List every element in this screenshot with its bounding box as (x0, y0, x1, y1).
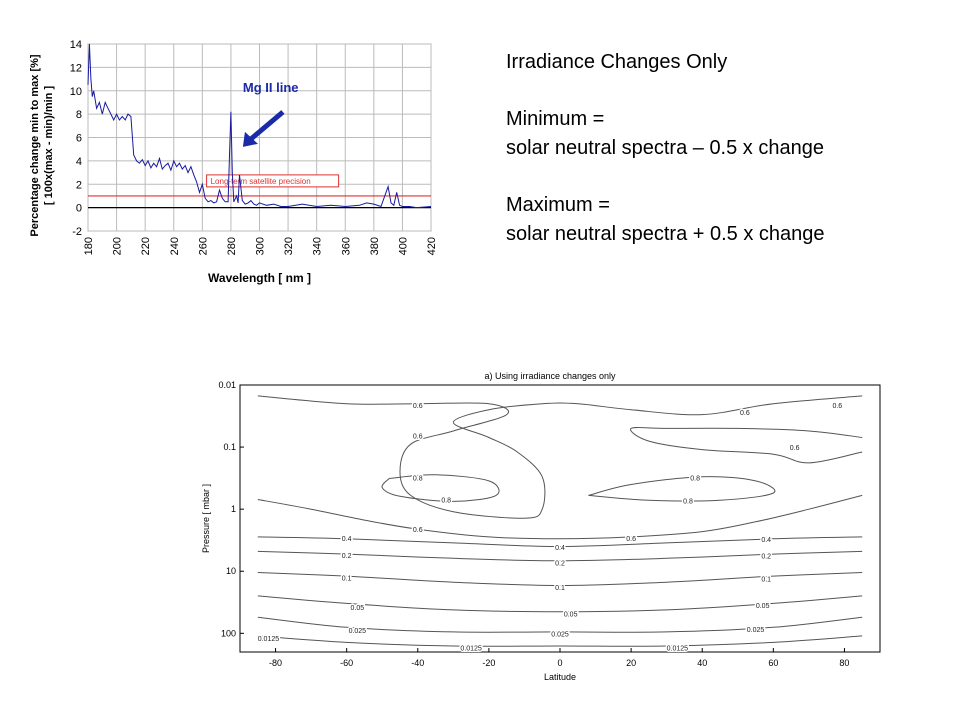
contour-label: 0.6 (832, 403, 842, 410)
y-tick-label: 0.01 (218, 380, 236, 390)
contour-label: 0.8 (413, 476, 423, 483)
x-axis-label: Wavelength [ nm ] (208, 271, 311, 285)
x-tick-label: 320 (283, 237, 295, 255)
x-tick-label: 260 (197, 237, 209, 255)
y-tick-label: 10 (226, 566, 236, 576)
x-tick-label: 180 (83, 237, 95, 255)
spectrum-chart: 180 200 220 240 260 280 300 320 340 360 380 400 420-… (29, 39, 438, 285)
contour-label: 0.05 (756, 603, 770, 610)
y-tick-label: 4 (76, 156, 82, 168)
contour-label: 0.6 (413, 403, 423, 410)
contour-line (257, 595, 863, 613)
contour-line (257, 550, 863, 562)
contour-label: 0.1 (342, 575, 352, 582)
y-tick-label: 8 (76, 109, 82, 121)
contour-label: 0.4 (761, 537, 771, 544)
y-axis-label-secondary: [ 100x(max - min)/min ] (43, 86, 55, 206)
contour-label: 0.05 (564, 612, 578, 619)
contour-label: 0.0125 (460, 646, 482, 653)
x-tick-label: 280 (226, 237, 238, 255)
contour-label: 0.8 (690, 476, 700, 483)
contour-line (630, 426, 863, 464)
contour-label: 0.8 (683, 498, 693, 505)
mg-line-callout: Mg II line (243, 80, 299, 95)
y-tick-label: 0.1 (223, 442, 236, 452)
spectrum-series-line (87, 43, 432, 209)
x-tick-label: 380 (369, 237, 381, 255)
x-tick-label: 60 (768, 658, 778, 668)
contour-line (381, 474, 500, 502)
y-tick-label: 12 (70, 62, 82, 74)
y-tick-label: -2 (72, 226, 82, 238)
x-tick-label: 220 (140, 237, 152, 255)
contour-label: 0.6 (790, 445, 800, 452)
x-tick-label: 200 (112, 237, 124, 255)
contour-chart: a) Using irradiance changes only -80 -60 -4… (201, 371, 881, 682)
spacer (506, 77, 825, 105)
contour-label: 0.0125 (667, 646, 689, 653)
contour-label: 0.025 (551, 631, 569, 638)
x-tick-label: -80 (269, 658, 282, 668)
x-tick-label: 420 (426, 237, 438, 255)
contour-label: 0.2 (342, 553, 352, 560)
y-tick-label: 100 (221, 628, 236, 638)
minimum-label: Minimum = (506, 108, 605, 130)
contour-line (257, 536, 863, 548)
contour-label: 0.025 (747, 627, 765, 634)
contour-title: a) Using irradiance changes only (484, 371, 616, 381)
x-tick-label: 0 (557, 658, 562, 668)
x-tick-label: 400 (397, 237, 409, 255)
contour-label: 0.4 (342, 536, 352, 543)
contour-label: 0.1 (761, 576, 771, 583)
x-tick-label: -40 (411, 658, 424, 668)
contour-line (257, 616, 863, 633)
x-tick-label: 40 (697, 658, 707, 668)
contour-label: 0.05 (351, 605, 365, 612)
x-tick-label: -60 (340, 658, 353, 668)
maximum-formula: solar neutral spectra + 0.5 x change (506, 223, 825, 245)
y-tick-label: 0 (76, 203, 82, 215)
contour-label: 0.1 (555, 585, 565, 592)
maximum-label: Maximum = (506, 194, 610, 216)
y-tick-label: 10 (70, 86, 82, 98)
y-tick-label: 2 (76, 179, 82, 191)
contour-label: 0.2 (555, 560, 565, 567)
contour-label: 0.6 (413, 433, 423, 440)
y-tick-label: 1 (231, 504, 236, 514)
y-tick-label: 6 (76, 133, 82, 145)
y-axis-label: Pressure [ mbar ] (201, 484, 211, 553)
x-tick-label: 80 (839, 658, 849, 668)
minimum-formula: solar neutral spectra – 0.5 x change (506, 137, 824, 159)
contour-label: 0.6 (413, 527, 423, 534)
x-tick-label: -20 (482, 658, 495, 668)
x-tick-label: 340 (312, 237, 324, 255)
contour-label: 0.8 (441, 498, 451, 505)
contour-label: 0.025 (349, 628, 367, 635)
contour-line (588, 476, 776, 502)
x-tick-label: 240 (169, 237, 181, 255)
x-tick-label: 300 (255, 237, 267, 255)
contour-label: 0.6 (740, 410, 750, 417)
x-tick-label: 360 (340, 237, 352, 255)
y-tick-label: 14 (70, 39, 82, 51)
contour-label: 0.4 (555, 545, 565, 552)
x-tick-label: 20 (626, 658, 636, 668)
contour-line (257, 395, 863, 519)
precision-label: Long-term satellite precision (211, 177, 311, 186)
x-axis-label: Latitude (544, 672, 576, 682)
contour-line (257, 494, 863, 540)
spacer (506, 163, 825, 191)
callout-arrow-shaft (248, 110, 285, 142)
contour-label: 0.0125 (258, 636, 280, 643)
contour-label: 0.2 (761, 554, 771, 561)
explanation-text: Irradiance Changes Only Minimum = solar … (506, 48, 825, 249)
contour-label: 0.6 (626, 536, 636, 543)
callout-arrow-head (242, 131, 258, 147)
y-axis-label: Percentage change min to max [%] (29, 54, 41, 236)
explanation-title: Irradiance Changes Only (506, 51, 728, 73)
contour-line (257, 572, 863, 587)
contour-line (257, 635, 863, 647)
